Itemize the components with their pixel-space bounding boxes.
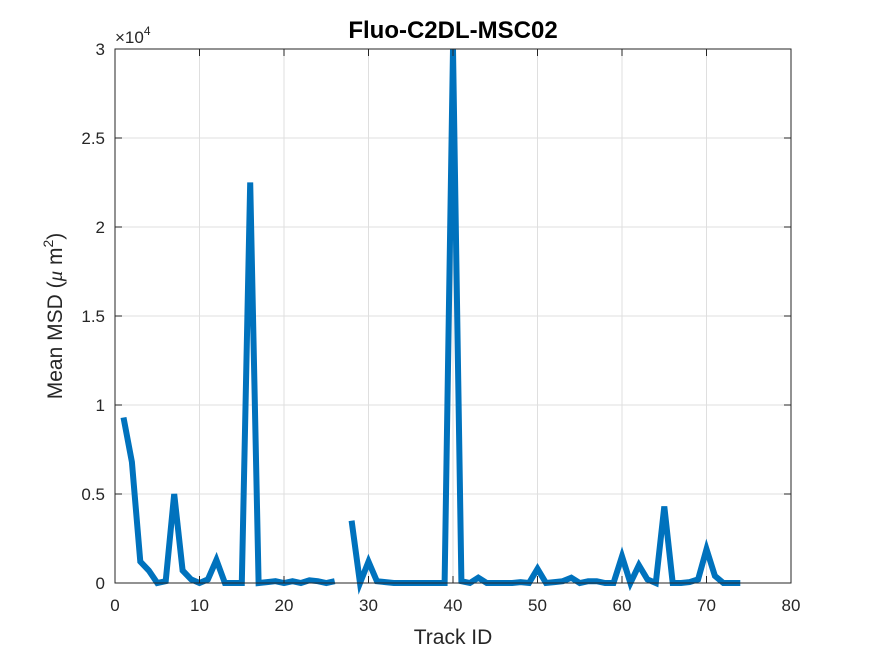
y-tick-label: 1 xyxy=(96,396,105,415)
x-tick-label: 20 xyxy=(275,596,294,615)
x-tick-label: 40 xyxy=(444,596,463,615)
y-tick-label: 1.5 xyxy=(81,307,105,326)
x-tick-label: 70 xyxy=(697,596,716,615)
y-tick-label: 2.5 xyxy=(81,129,105,148)
x-axis-label: Track ID xyxy=(414,626,493,649)
y-axis-label-sup: 2 xyxy=(40,240,56,248)
y-exponent-base: ×10 xyxy=(115,28,144,47)
y-tick-label: 0.5 xyxy=(81,485,105,504)
y-tick-label: 0 xyxy=(96,574,105,593)
y-tick-label: 3 xyxy=(96,40,105,59)
x-tick-label: 30 xyxy=(359,596,378,615)
x-tick-label: 60 xyxy=(613,596,632,615)
y-axis-label-main: Mean MSD ( xyxy=(44,281,67,399)
x-tick-label: 50 xyxy=(528,596,547,615)
x-tick-label: 10 xyxy=(190,596,209,615)
x-tick-label: 0 xyxy=(110,596,119,615)
x-tick-label: 80 xyxy=(782,596,801,615)
chart-title: Fluo-C2DL-MSC02 xyxy=(348,17,557,44)
y-tick-label: 2 xyxy=(96,218,105,237)
y-exponent-power: 4 xyxy=(144,24,151,38)
ticks xyxy=(114,48,792,584)
y-exponent-label: ×104 xyxy=(115,24,151,47)
y-axis-label: Mean MSD (μ m2) xyxy=(40,233,67,400)
x-tick-labels: 0 10 20 30 40 50 60 70 80 xyxy=(110,596,800,615)
y-axis-label-unit: m xyxy=(44,248,67,271)
y-tick-labels: 0 0.5 1 1.5 2 2.5 3 xyxy=(81,40,105,593)
y-axis-label-mu: μ xyxy=(43,271,67,283)
y-axis-label-close: ) xyxy=(44,233,67,240)
